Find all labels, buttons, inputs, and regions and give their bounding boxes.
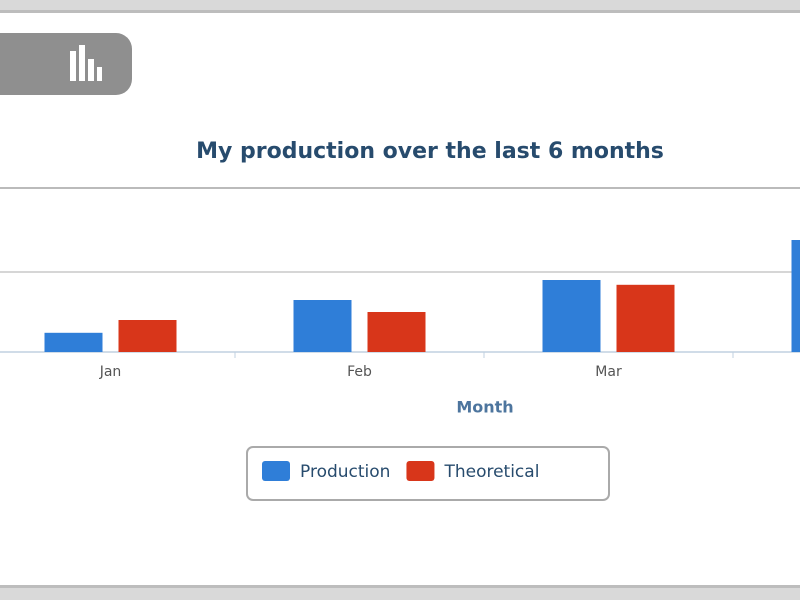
x-tick-label: Jan bbox=[99, 364, 122, 380]
bar bbox=[293, 300, 352, 352]
x-tick-label: Mar bbox=[595, 364, 622, 380]
chart-title: My production over the last 6 months bbox=[196, 139, 664, 164]
legend-swatch bbox=[262, 461, 290, 481]
bar bbox=[44, 332, 103, 352]
bar bbox=[616, 284, 675, 352]
x-axis-title: Month bbox=[456, 398, 513, 417]
legend-label: Production bbox=[300, 462, 390, 482]
bar bbox=[367, 312, 426, 352]
bar bbox=[791, 240, 800, 352]
bar-icon bbox=[70, 45, 102, 81]
chart-toggle-button[interactable] bbox=[0, 33, 132, 95]
bar bbox=[542, 280, 601, 352]
legend-swatch bbox=[406, 461, 435, 481]
bar bbox=[118, 320, 177, 352]
legend-label: Theoretical bbox=[443, 462, 539, 482]
x-tick-label: Feb bbox=[347, 364, 372, 380]
